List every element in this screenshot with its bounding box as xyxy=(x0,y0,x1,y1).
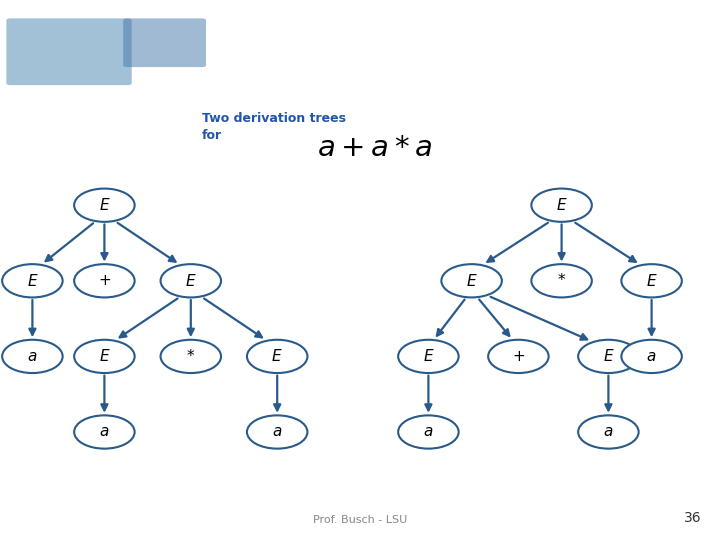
Text: +: + xyxy=(98,273,111,288)
Text: $E$: $E$ xyxy=(271,348,283,364)
Ellipse shape xyxy=(441,264,502,298)
Text: $a$: $a$ xyxy=(272,424,282,440)
Ellipse shape xyxy=(161,264,221,298)
Ellipse shape xyxy=(74,340,135,373)
Ellipse shape xyxy=(74,264,135,298)
Text: $E$: $E$ xyxy=(99,348,110,364)
Text: $a$: $a$ xyxy=(27,349,37,364)
Text: $a$: $a$ xyxy=(603,424,613,440)
Ellipse shape xyxy=(2,340,63,373)
Ellipse shape xyxy=(74,415,135,449)
Ellipse shape xyxy=(531,188,592,222)
Ellipse shape xyxy=(621,264,682,298)
Ellipse shape xyxy=(2,264,63,298)
Text: $E$: $E$ xyxy=(423,348,434,364)
Text: Two derivation trees
for: Two derivation trees for xyxy=(202,112,346,143)
Text: Prof. Busch - LSU: Prof. Busch - LSU xyxy=(313,515,407,525)
Ellipse shape xyxy=(398,415,459,449)
Text: $E$: $E$ xyxy=(466,273,477,289)
Text: $E$: $E$ xyxy=(646,273,657,289)
Text: *: * xyxy=(558,273,565,288)
FancyBboxPatch shape xyxy=(6,18,132,85)
Ellipse shape xyxy=(578,415,639,449)
Ellipse shape xyxy=(398,340,459,373)
Ellipse shape xyxy=(531,264,592,298)
Text: 36: 36 xyxy=(685,511,702,525)
FancyBboxPatch shape xyxy=(123,18,206,67)
Ellipse shape xyxy=(578,340,639,373)
Ellipse shape xyxy=(488,340,549,373)
Text: $a+a*a$: $a+a*a$ xyxy=(317,134,432,162)
Text: $E$: $E$ xyxy=(603,348,614,364)
Text: $E$: $E$ xyxy=(556,197,567,213)
Ellipse shape xyxy=(74,188,135,222)
Text: $E \rightarrow E+E \;\;|\;\; E*E \;\;|\;\; (E) \;\;|\;\; a$: $E \rightarrow E+E \;\;|\;\; E*E \;\;|\;… xyxy=(315,31,618,60)
Ellipse shape xyxy=(621,340,682,373)
Text: $E$: $E$ xyxy=(99,197,110,213)
Ellipse shape xyxy=(247,340,307,373)
Text: $a$: $a$ xyxy=(647,349,657,364)
Text: $E$: $E$ xyxy=(27,273,38,289)
Ellipse shape xyxy=(161,340,221,373)
Text: $E$: $E$ xyxy=(185,273,197,289)
Text: $a$: $a$ xyxy=(423,424,433,440)
Text: $a$: $a$ xyxy=(99,424,109,440)
Text: +: + xyxy=(512,349,525,364)
Text: *: * xyxy=(187,349,194,364)
Ellipse shape xyxy=(247,415,307,449)
